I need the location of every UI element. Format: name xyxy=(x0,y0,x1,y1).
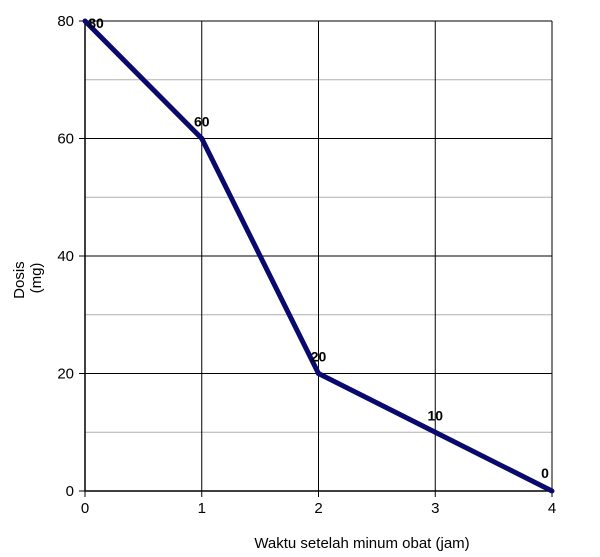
data-label: 60 xyxy=(194,114,210,130)
series-layer xyxy=(82,18,555,494)
data-label: 10 xyxy=(427,407,443,423)
data-label: 80 xyxy=(88,15,104,31)
y-axis-title: Dosis (mg) xyxy=(11,257,45,299)
data-point xyxy=(82,18,88,24)
y-tick-label: 0 xyxy=(66,483,74,500)
data-label: 20 xyxy=(311,349,327,365)
y-tick-label: 80 xyxy=(57,13,74,30)
y-axis-title-line-2: (mg) xyxy=(28,263,45,294)
x-tick-label: 2 xyxy=(314,500,322,517)
data-label: 0 xyxy=(541,465,549,481)
x-tick-label: 0 xyxy=(81,500,89,517)
axes xyxy=(79,20,553,497)
data-point xyxy=(316,371,321,376)
x-tick-label: 3 xyxy=(431,500,439,517)
data-point xyxy=(432,429,438,435)
y-axis-title-line-1: Dosis xyxy=(11,261,28,299)
data-point xyxy=(549,488,555,494)
data-labels: 80 60 20 10 0 xyxy=(88,15,549,481)
y-tick-label: 40 xyxy=(57,248,74,265)
y-tick-label: 20 xyxy=(57,366,74,383)
x-tick-label: 4 xyxy=(548,500,556,517)
data-point xyxy=(199,136,205,141)
x-axis-title: Waktu setelah minum obat (jam) xyxy=(254,535,469,552)
y-tick-label: 60 xyxy=(57,131,74,148)
tick-labels: 0 20 40 60 80 0 1 2 3 4 xyxy=(57,13,556,517)
x-tick-label: 1 xyxy=(198,500,206,517)
